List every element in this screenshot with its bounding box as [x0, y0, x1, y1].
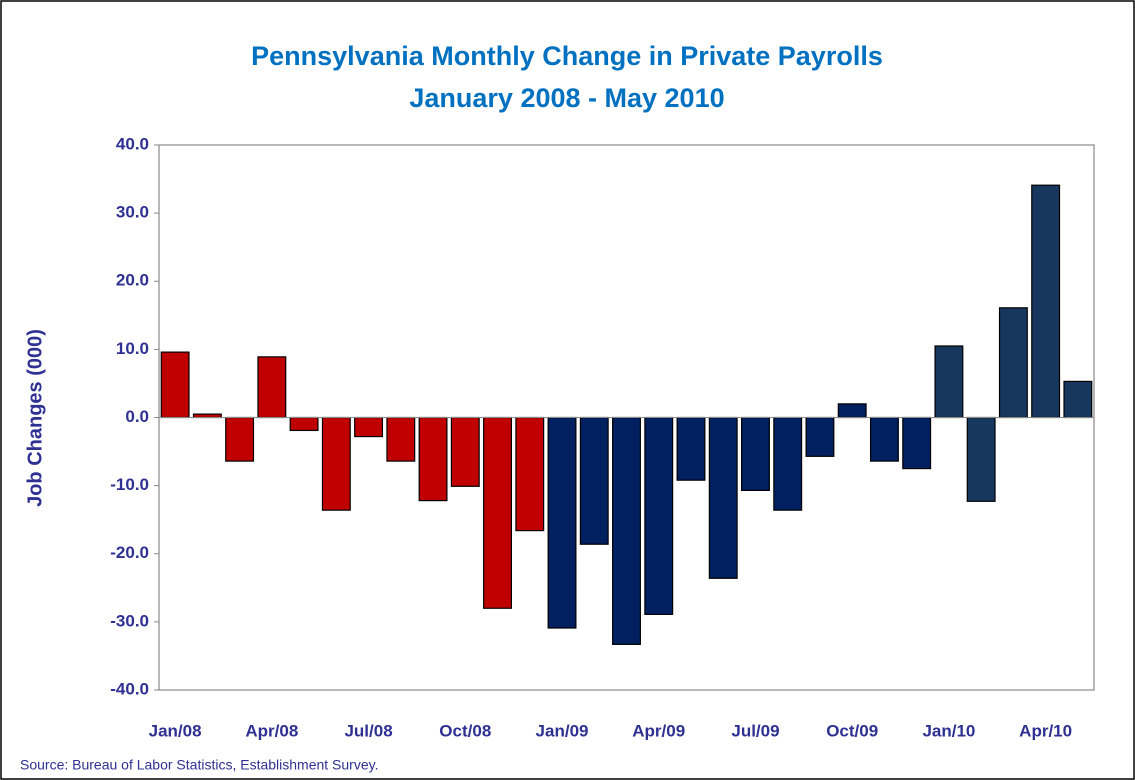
y-tick-label: 20.0 — [116, 271, 149, 290]
bar — [579, 416, 609, 545]
bar — [289, 416, 319, 432]
bar — [998, 307, 1028, 419]
bar — [386, 416, 416, 462]
bar — [450, 416, 480, 487]
x-tick-label: Jan/08 — [149, 721, 202, 740]
bar — [1031, 184, 1061, 419]
y-tick-label: -20.0 — [110, 543, 149, 562]
bar — [741, 416, 770, 491]
bar — [869, 416, 899, 462]
chart-title: Pennsylvania Monthly Change in Private P… — [251, 41, 883, 71]
x-tick-label: Jan/09 — [536, 721, 589, 740]
y-tick-label: -40.0 — [110, 679, 149, 698]
x-tick-label: Jul/09 — [731, 721, 779, 740]
bar — [612, 416, 641, 645]
y-tick-label: 40.0 — [116, 134, 149, 153]
y-tick-label: 10.0 — [116, 339, 149, 358]
bar — [483, 416, 512, 609]
y-tick-label: -30.0 — [110, 611, 149, 630]
y-tick-label: 30.0 — [116, 203, 149, 222]
source-note: Source: Bureau of Labor Statistics, Esta… — [20, 757, 378, 773]
x-tick-label: Oct/09 — [826, 721, 878, 740]
x-tick-label: Apr/10 — [1019, 721, 1072, 740]
y-tick-label: -10.0 — [110, 475, 149, 494]
x-tick-label: Jul/08 — [344, 721, 392, 740]
chart-subtitle: January 2008 - May 2010 — [409, 83, 724, 113]
bar — [160, 351, 190, 419]
bar — [902, 416, 932, 470]
bar — [773, 416, 803, 511]
bar — [547, 416, 577, 629]
x-tick-label: Jan/10 — [922, 721, 975, 740]
bar — [1063, 380, 1093, 419]
x-tick-label: Oct/08 — [439, 721, 491, 740]
bar — [418, 416, 448, 502]
bar — [321, 416, 351, 511]
bar — [966, 416, 996, 502]
bar — [354, 416, 384, 438]
bar — [708, 416, 738, 579]
y-axis-label: Job Changes (000) — [24, 329, 46, 507]
bar — [676, 416, 706, 481]
bar — [805, 416, 835, 457]
bar — [192, 413, 222, 419]
bar — [837, 403, 867, 419]
bar — [934, 345, 964, 419]
bar — [644, 416, 674, 615]
bar — [515, 416, 545, 532]
x-tick-label: Apr/09 — [632, 721, 685, 740]
bar — [225, 416, 255, 462]
y-tick-label: 0.0 — [125, 407, 149, 426]
x-tick-label: Apr/08 — [245, 721, 298, 740]
bar — [257, 356, 287, 419]
